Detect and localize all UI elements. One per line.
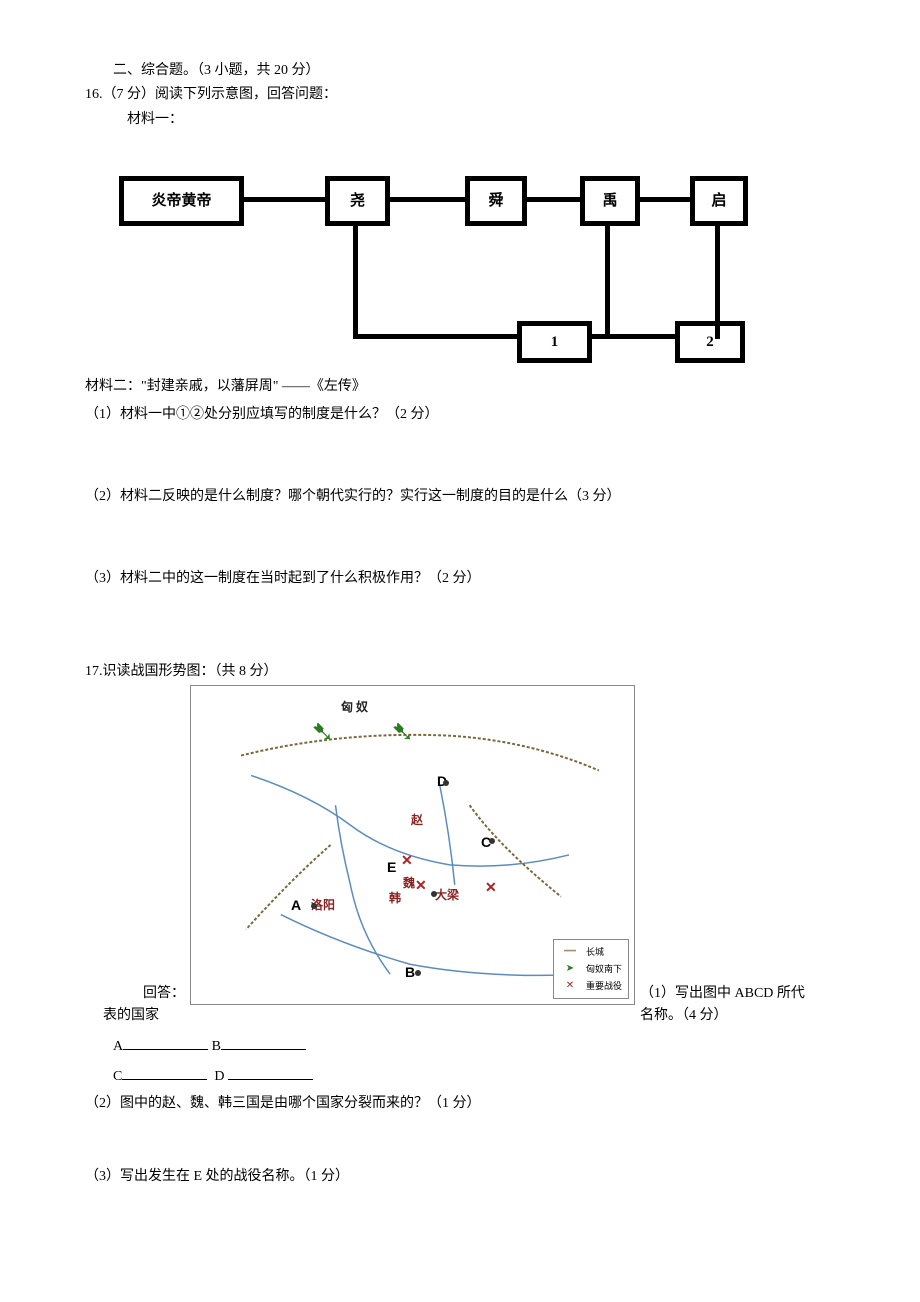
q17-sub1-line2b: 名称。（4 分） — [635, 1005, 728, 1027]
diagram-connector-0 — [244, 197, 326, 202]
diagram-connector-2 — [527, 197, 581, 202]
answer-D-label: D — [214, 1069, 224, 1084]
diagram-box-box6: 1 — [517, 321, 592, 363]
q16-diagram: 炎帝黄帝 尧 舜 禹启 1 2 — [85, 161, 835, 371]
great-wall-0 — [241, 735, 599, 771]
answer-C-label: C — [113, 1069, 122, 1084]
diagram-connector-3 — [640, 197, 691, 202]
diagram-box-box7: 2 — [675, 321, 745, 363]
q17-sub1-line2: 表的国家 名称。（4 分） — [85, 1005, 835, 1027]
map-label-B: B — [405, 961, 415, 983]
map-legend: ┅┅长城 ➤匈奴南下 ✕重要战役 — [553, 939, 629, 999]
diagram-box-box2: 尧 — [325, 176, 390, 226]
map-battle-mark-0: ✕ — [401, 851, 413, 873]
map-cn-label-zhao: 赵 — [411, 811, 423, 830]
diagram-connector-6 — [605, 226, 610, 339]
diagram-connector-5 — [353, 334, 518, 339]
answer-B-label: B — [212, 1039, 221, 1054]
diagram-box-box5: 启 — [690, 176, 748, 226]
q16-sub3: （3）材料二中的这一制度在当时起到了什么积极作用？（2 分） — [85, 568, 835, 590]
q16-sub1: （1）材料一中①②处分别应填写的制度是什么？（2 分） — [85, 404, 835, 426]
legend-wall: 长城 — [586, 945, 604, 959]
q17-sub2: （2）图中的赵、魏、韩三国是由哪个国家分裂而来的？（1 分） — [85, 1093, 835, 1115]
section-header: 二、综合题。（3 小题，共 20 分） — [85, 60, 835, 82]
map-cn-label-han: 韩 — [389, 889, 401, 908]
great-wall-2 — [246, 845, 330, 929]
diagram-box-box1: 炎帝黄帝 — [119, 176, 244, 226]
q17-sub1-prefix: （1）写出图中 ABCD 所代 — [635, 983, 805, 1005]
map-cn-label-wei: 魏 — [403, 874, 415, 893]
answer-A-label: A — [113, 1039, 123, 1054]
map-green-arrow-0: ➷ — [311, 711, 334, 756]
q16-prompt: 16.（7 分）阅读下列示意图，回答问题： — [85, 84, 835, 106]
q17-sub1-line2a: 表的国家 — [85, 1005, 190, 1027]
answer-CD: C D — [113, 1066, 835, 1088]
map-cn-label-daliang: 大梁 — [435, 886, 459, 905]
material2: 材料二："封建亲戚，以藩屏周" ——《左传》 — [85, 376, 835, 398]
diagram-connector-1 — [390, 197, 466, 202]
river-3 — [440, 786, 455, 885]
blank-A[interactable] — [123, 1049, 208, 1050]
map-label-E: E — [387, 856, 396, 878]
warring-states-map: ┅┅长城 ➤匈奴南下 ✕重要战役 ABCDE赵魏韩洛阳大梁匈 奴✕✕✕➷➷ — [190, 685, 635, 1005]
diagram-box-box3: 舜 — [465, 176, 527, 226]
diagram-box-box4: 禹 — [580, 176, 640, 226]
diagram-connector-8 — [715, 226, 720, 339]
map-battle-mark-2: ✕ — [485, 878, 497, 900]
map-green-arrow-1: ➷ — [391, 711, 414, 756]
material1-label: 材料一： — [85, 109, 835, 131]
q17-sub3: （3）写出发生在 E 处的战役名称。（1 分） — [85, 1166, 835, 1188]
map-label-A: A — [291, 894, 301, 916]
map-row: 回答： ┅┅长城 ➤匈奴南下 ✕重要战役 ABCDE赵魏韩洛阳大梁匈 奴✕✕✕➷… — [85, 685, 835, 1005]
answer-label: 回答： — [85, 983, 190, 1005]
legend-arrows: 匈奴南下 — [586, 962, 622, 976]
river-2 — [281, 915, 589, 976]
diagram-connector-4 — [353, 226, 358, 339]
blank-C[interactable] — [122, 1079, 207, 1080]
q17-prompt: 17.识读战国形势图：（共 8 分） — [85, 661, 835, 683]
answer-AB: A B — [113, 1036, 835, 1058]
map-cn-label-xiongnu: 匈 奴 — [341, 698, 368, 717]
diagram-connector-7 — [592, 334, 676, 339]
map-battle-mark-1: ✕ — [415, 876, 427, 898]
q16-sub2: （2）材料二反映的是什么制度？哪个朝代实行的？实行这一制度的目的是什么（3 分） — [85, 486, 835, 508]
blank-B[interactable] — [221, 1049, 306, 1050]
legend-battle: 重要战役 — [586, 979, 622, 993]
blank-D[interactable] — [228, 1079, 313, 1080]
